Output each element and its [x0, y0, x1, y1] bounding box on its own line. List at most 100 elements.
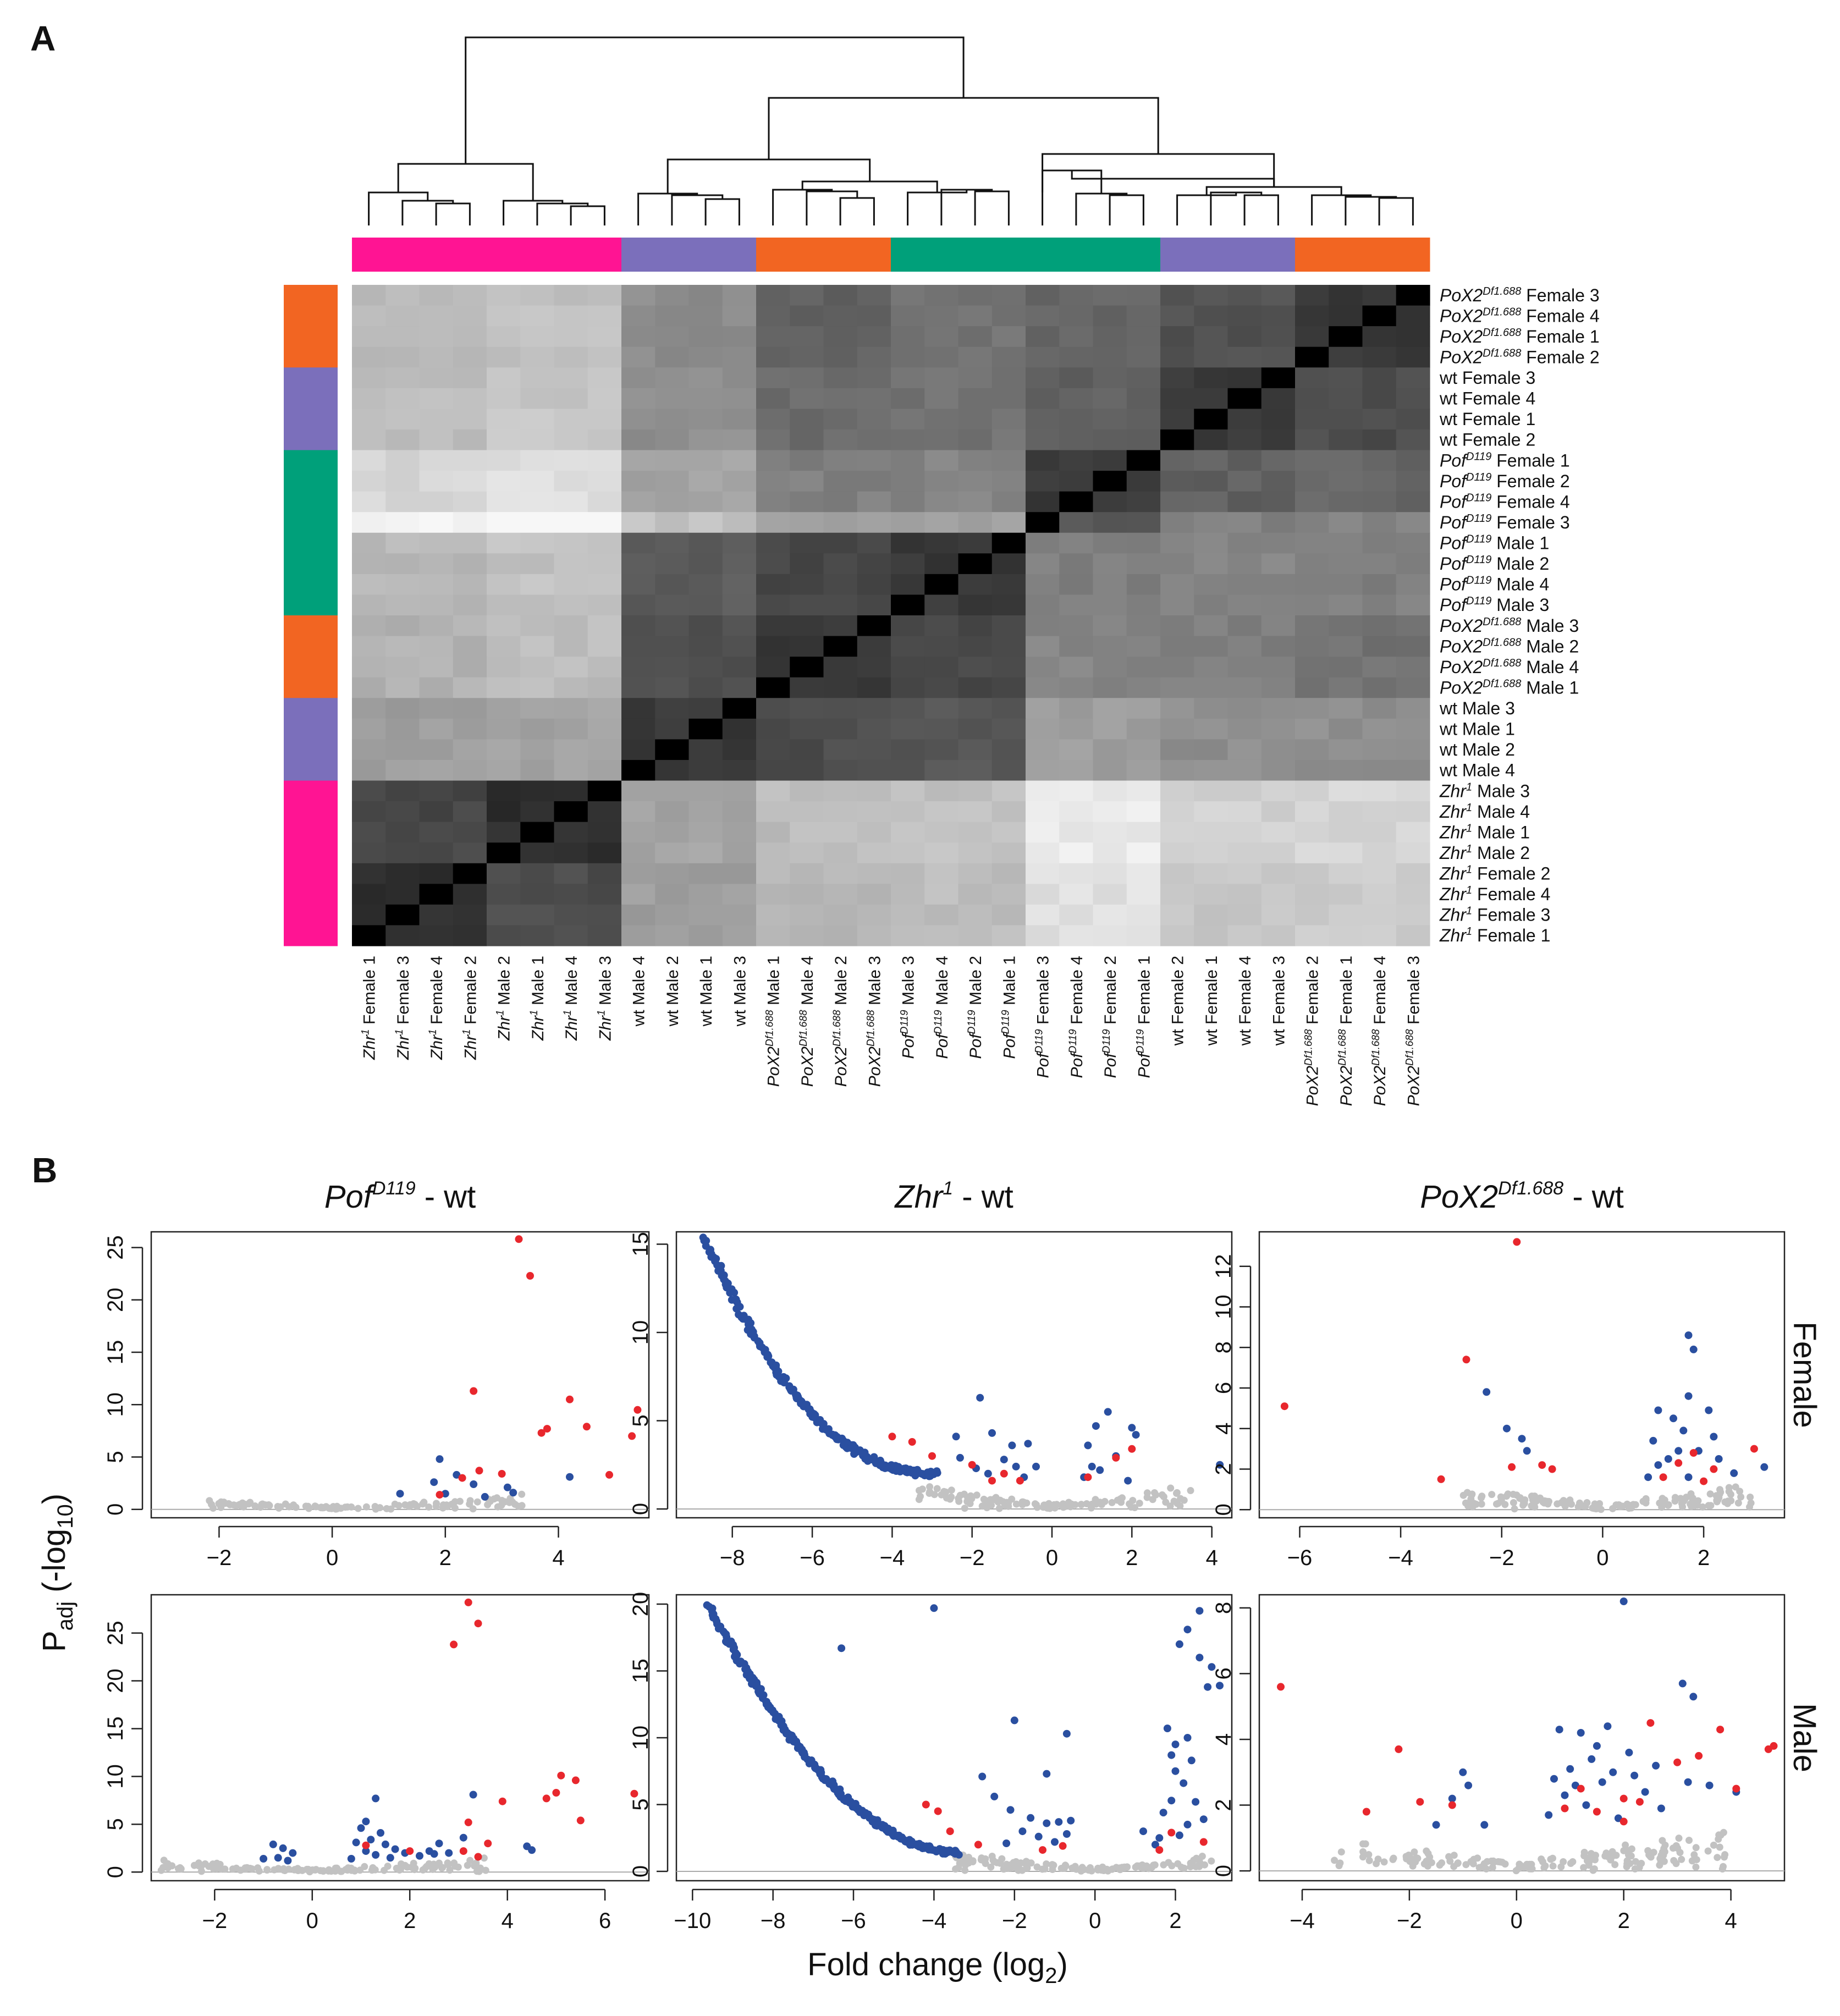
- gray-point: [1170, 1497, 1178, 1505]
- gray-point: [1405, 1852, 1413, 1859]
- heatmap-cell: [554, 759, 588, 781]
- red-point: [1155, 1846, 1164, 1854]
- heatmap-cell: [790, 801, 824, 823]
- heatmap-cell: [487, 532, 521, 554]
- heatmap-cell: [655, 471, 690, 492]
- red-point: [1000, 1469, 1008, 1478]
- heatmap-cell: [1227, 532, 1262, 554]
- heatmap-cell: [1396, 904, 1430, 926]
- heatmap-cell: [487, 759, 521, 781]
- heatmap-cell: [688, 326, 723, 348]
- heatmap-cell: [1329, 285, 1363, 306]
- blue-point: [1175, 1831, 1183, 1839]
- heatmap-cell: [1261, 388, 1296, 409]
- heatmap-cell: [385, 326, 420, 348]
- heatmap-cell: [1059, 698, 1094, 719]
- heatmap-cell: [958, 822, 993, 843]
- heatmap-cell: [688, 367, 723, 389]
- heatmap-cell: [352, 698, 386, 719]
- heatmap-cell: [520, 594, 555, 616]
- heatmap-row-label: Zhr1 Male 1: [1439, 822, 1530, 842]
- blue-point: [1684, 1392, 1693, 1400]
- heatmap-cell: [453, 739, 487, 761]
- gray-point: [1597, 1506, 1605, 1513]
- heatmap-cell: [419, 512, 454, 533]
- red-point: [1593, 1808, 1601, 1816]
- blue-point: [1625, 1748, 1633, 1756]
- heatmap-cell: [790, 759, 824, 781]
- heatmap-cell: [1194, 285, 1228, 306]
- heatmap-cell: [1362, 305, 1397, 327]
- heatmap-cell: [1227, 409, 1262, 430]
- heatmap-cell: [823, 636, 858, 657]
- gray-point: [160, 1857, 168, 1864]
- heatmap-cell: [453, 822, 487, 843]
- dendrogram-link: [704, 198, 740, 225]
- heatmap-cell: [419, 925, 454, 946]
- heatmap-cell: [1059, 759, 1094, 781]
- gray-point: [1549, 1862, 1557, 1870]
- heatmap-cell: [1160, 388, 1194, 409]
- gray-point: [518, 1490, 526, 1498]
- heatmap-cell: [554, 739, 588, 761]
- heatmap-cell: [891, 822, 925, 843]
- red-point: [1513, 1238, 1521, 1246]
- y-tick-label: 25: [103, 1235, 128, 1260]
- heatmap-cell: [991, 904, 1026, 926]
- heatmap-cell: [554, 718, 588, 740]
- blue-point: [284, 1857, 292, 1865]
- heatmap-cell: [1396, 822, 1430, 843]
- red-point: [605, 1470, 613, 1479]
- heatmap-cell: [1329, 471, 1363, 492]
- heatmap-cell: [385, 739, 420, 761]
- heatmap-cell: [1329, 326, 1363, 348]
- heatmap-cell: [688, 698, 723, 719]
- heatmap-cell: [520, 884, 555, 905]
- heatmap-cell: [1295, 305, 1329, 327]
- heatmap-cell: [1093, 512, 1127, 533]
- gray-point: [1638, 1860, 1645, 1867]
- heatmap-cell: [823, 491, 858, 513]
- heatmap-cell: [453, 884, 487, 905]
- gray-point: [1528, 1502, 1535, 1510]
- heatmap-cell: [1396, 780, 1430, 802]
- heatmap-cell: [352, 429, 386, 451]
- blue-point: [1670, 1414, 1677, 1423]
- blue-point: [1055, 1818, 1063, 1826]
- heatmap-cell: [1160, 346, 1194, 368]
- y-axis-label: Padj (-log10): [36, 1494, 78, 1652]
- y-tick-label: 0: [629, 1503, 653, 1515]
- gray-point: [1127, 1503, 1135, 1511]
- y-tick-label: 0: [103, 1503, 128, 1516]
- blue-point: [269, 1840, 277, 1848]
- heatmap-row-label: Zhr1 Male 4: [1439, 802, 1530, 822]
- gray-point: [1734, 1499, 1742, 1507]
- heatmap-column-label: PofD119 Male 4: [933, 956, 951, 1059]
- gray-point: [299, 1866, 306, 1874]
- blue-point: [1208, 1663, 1216, 1671]
- heatmap-cell: [823, 367, 858, 389]
- heatmap-cell: [621, 615, 655, 637]
- gray-point: [466, 1500, 473, 1508]
- heatmap-cell: [1126, 677, 1161, 698]
- heatmap-cell: [1396, 636, 1430, 657]
- heatmap-cell: [385, 388, 420, 409]
- heatmap-cell: [958, 904, 993, 926]
- heatmap-cell: [487, 471, 521, 492]
- heatmap-row-label: wt Male 3: [1439, 698, 1515, 718]
- heatmap-row-label: PofD119 Male 2: [1440, 554, 1549, 574]
- heatmap-row-label: Zhr1 Male 3: [1439, 781, 1530, 801]
- blue-point: [1641, 1788, 1649, 1796]
- gray-point: [1087, 1864, 1094, 1871]
- heatmap-cell: [1362, 863, 1397, 884]
- gray-point: [915, 1496, 923, 1503]
- heatmap-cell: [453, 305, 487, 327]
- heatmap-cell: [1059, 739, 1094, 761]
- heatmap-cell: [1093, 801, 1127, 823]
- gray-point: [308, 1866, 316, 1874]
- blue-point: [1555, 1726, 1563, 1734]
- heatmap-cell: [1126, 491, 1161, 513]
- blue-point: [1104, 1408, 1112, 1416]
- heatmap-cell: [924, 491, 959, 513]
